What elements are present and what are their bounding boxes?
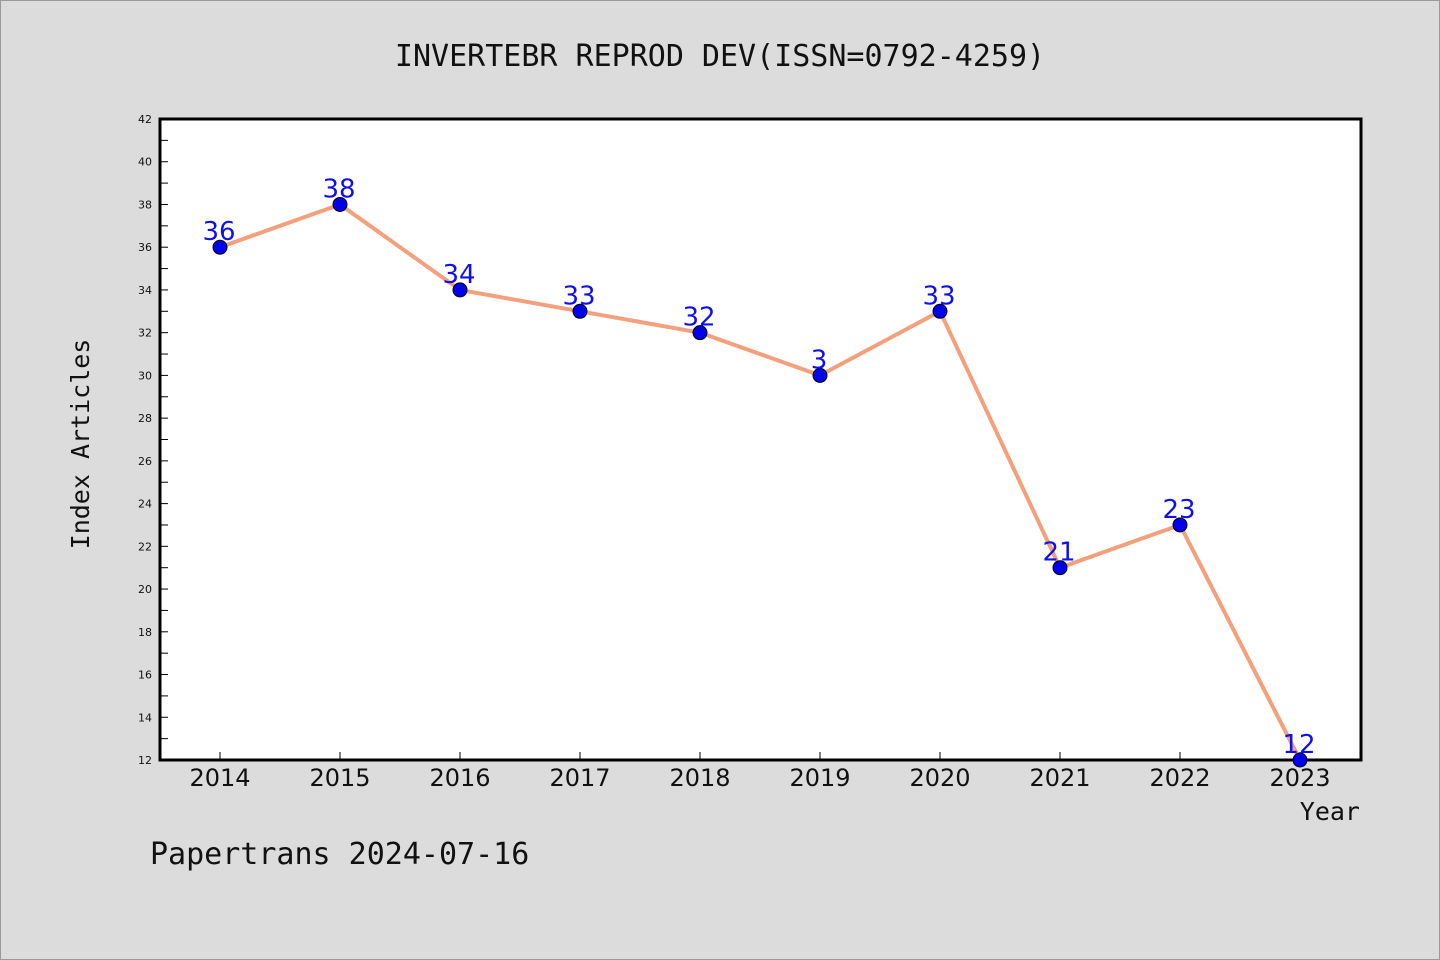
- x-tick-label: 2018: [669, 764, 730, 792]
- data-point: [1172, 517, 1188, 533]
- data-point: [1292, 752, 1308, 768]
- y-tick-label: 30: [138, 369, 152, 382]
- x-tick-label: 2016: [429, 764, 490, 792]
- data-point: [452, 282, 468, 298]
- y-tick-label: 16: [138, 669, 152, 682]
- data-label: 34: [442, 260, 475, 290]
- data-point: [1052, 560, 1068, 576]
- series-markers: [212, 196, 1308, 768]
- data-point: [212, 239, 228, 255]
- data-label: 33: [922, 281, 955, 311]
- data-point: [932, 303, 948, 319]
- data-label: 36: [202, 217, 235, 247]
- y-tick-label: 22: [138, 540, 152, 553]
- x-tick-label: 2022: [1149, 764, 1210, 792]
- data-label: 32: [682, 303, 715, 333]
- y-tick-label: 26: [138, 455, 152, 468]
- data-point: [572, 303, 588, 319]
- y-tick-label: 34: [138, 284, 152, 297]
- x-tick-label: 2021: [1029, 764, 1090, 792]
- x-tick-label: 2014: [189, 764, 250, 792]
- y-axis-title: Index Articles: [66, 339, 95, 550]
- footer-credit: Papertrans 2024-07-16: [150, 837, 529, 872]
- y-tick-label: 36: [138, 241, 152, 254]
- series-line: [218, 202, 1302, 762]
- data-label: 3: [811, 345, 828, 375]
- data-label: 23: [1162, 495, 1195, 525]
- y-tick-label: 12: [138, 754, 152, 767]
- y-tick-label: 20: [138, 583, 152, 596]
- data-label: 21: [1042, 538, 1075, 568]
- y-tick-label: 32: [138, 327, 152, 340]
- y-tick-label: 42: [138, 113, 152, 126]
- chart-title: INVERTEBR REPROD DEV(ISSN=0792-4259): [395, 39, 1045, 74]
- x-tick-label: 2023: [1269, 764, 1330, 792]
- x-tick-label: 2017: [549, 764, 610, 792]
- data-label: 38: [322, 174, 355, 204]
- y-tick-label: 38: [138, 198, 152, 211]
- data-point: [332, 196, 348, 212]
- data-label: 33: [562, 281, 595, 311]
- data-point: [692, 325, 708, 341]
- y-tick-label: 40: [138, 156, 152, 169]
- plot-area: [158, 117, 1363, 762]
- data-point: [812, 367, 828, 383]
- data-label: 12: [1282, 730, 1315, 760]
- y-tick-label: 24: [138, 498, 152, 511]
- x-tick-label: 2015: [309, 764, 370, 792]
- y-tick-label: 14: [138, 711, 152, 724]
- x-axis: 2014 2015 2016 2017 2018 2019 2020 2021 2022 2023: [189, 752, 1331, 792]
- x-tick-label: 2019: [789, 764, 850, 792]
- y-tick-label: 28: [138, 412, 152, 425]
- series-path: [218, 202, 1302, 762]
- y-axis: 12 14 16 18 20 22 24 26 28 30 32 34 36 38 40 42: [138, 113, 168, 767]
- x-tick-label: 2020: [909, 764, 970, 792]
- y-tick-label: 18: [138, 626, 152, 639]
- x-axis-title: Year: [1300, 797, 1360, 826]
